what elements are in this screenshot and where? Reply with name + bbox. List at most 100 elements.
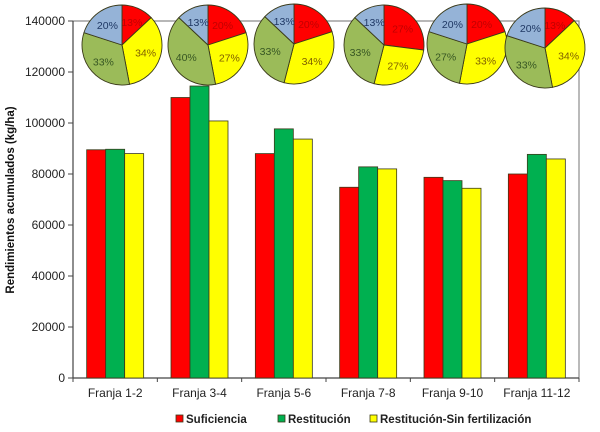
plot-frame	[73, 20, 580, 378]
pie-slice-label: 13%	[274, 16, 295, 28]
pie-slice-label: 13%	[364, 17, 385, 29]
bar	[507, 173, 528, 379]
legend: Suficiencia Restitución Restitución-Sin fe…	[175, 414, 531, 426]
bar	[339, 186, 360, 379]
pie-slice-label: 13%	[544, 20, 565, 32]
pie: 20% 34% 33% 13%	[253, 3, 335, 85]
legend-swatch	[175, 414, 184, 423]
pie-slice-label: 33%	[93, 56, 114, 68]
legend-swatch	[369, 414, 378, 423]
pie: 27% 27% 33% 13%	[343, 4, 425, 86]
pie-slice	[426, 31, 468, 84]
bar	[423, 176, 444, 379]
bar	[170, 97, 191, 379]
pie-slice-label: 20%	[97, 20, 118, 32]
y-tick-label: 120000	[25, 65, 65, 79]
pie-slice-label: 13%	[121, 17, 142, 29]
y-tick-label: 60000	[32, 218, 66, 232]
y-tick-label: 40000	[32, 269, 66, 283]
legend-item: Restitución	[277, 414, 351, 426]
pie-slice	[264, 3, 295, 46]
pie-slice-label: 27%	[435, 52, 456, 64]
pie-slice-label: 13%	[188, 17, 209, 29]
pie-slice	[253, 15, 295, 84]
pie-slice	[504, 35, 554, 89]
pie-slice-label: 34%	[558, 51, 579, 63]
pie-slice	[506, 7, 546, 49]
bar	[273, 128, 294, 379]
bar	[86, 149, 107, 379]
bar	[358, 166, 379, 379]
bar	[377, 168, 398, 379]
legend-swatch	[277, 414, 286, 423]
pie-slice	[544, 19, 586, 88]
y-axis-label: Rendimientos acumulados (kg/ha)	[5, 106, 17, 293]
plot-border	[73, 20, 580, 378]
pie-slice-label: 34%	[135, 48, 156, 60]
x-tick-label: Franja 1-2	[88, 386, 143, 400]
pie: 13% 34% 33% 20%	[504, 7, 586, 89]
pie: 20% 27% 40% 13%	[167, 4, 249, 86]
bar	[105, 148, 126, 379]
pie-slice	[121, 16, 163, 85]
pie-slice	[83, 4, 123, 46]
pie-slice	[383, 4, 425, 51]
bars	[86, 85, 566, 379]
legend-label: Suficiencia	[186, 414, 247, 426]
pie-slice	[354, 4, 385, 47]
legend-item: Suficiencia	[175, 414, 247, 426]
pie-slice-label: 33%	[516, 59, 537, 71]
bar	[461, 187, 482, 379]
pie-slice	[178, 4, 209, 47]
x-tick-label: Franja 11-12	[503, 386, 570, 400]
legend-item: Restitución-Sin fertilización	[369, 414, 531, 426]
bar	[442, 180, 463, 379]
inset-pies: 13%34%33%20% 20%27%40%13% 20%34%33%13%27%2…	[81, 3, 586, 89]
pie-slice	[373, 44, 425, 86]
x-tick-label: Franja 5-6	[256, 386, 311, 400]
pie-slice	[343, 16, 385, 85]
y-tick-label: 0	[58, 371, 65, 385]
pie-slice-label: 20%	[298, 19, 319, 31]
pie: 13% 34% 33% 20%	[81, 4, 163, 86]
pie-slice	[167, 16, 217, 86]
pie-slice-label: 33%	[260, 46, 281, 58]
y-tick-label: 140000	[25, 14, 65, 28]
x-tick-label: Franja 3-4	[172, 386, 227, 400]
bar	[545, 158, 566, 379]
pie: 20% 33% 27% 20%	[426, 3, 508, 85]
pie-slice	[466, 3, 506, 45]
pie-slice	[293, 3, 333, 45]
y-tick-label: 80000	[32, 167, 66, 181]
bar	[124, 153, 145, 379]
bar	[292, 138, 313, 379]
pie-slice-label: 27%	[392, 24, 413, 36]
pie-slice-label: 20%	[471, 19, 492, 31]
bar	[189, 85, 210, 379]
legend-label: Restitución-Sin fertilización	[380, 414, 531, 426]
bar	[254, 153, 275, 379]
pie-slice-label: 27%	[219, 53, 240, 65]
pie-slice	[283, 31, 335, 85]
x-tick-label: Franja 9-10	[422, 386, 484, 400]
legend-label: Restitución	[288, 414, 351, 426]
pie-slice-label: 33%	[350, 47, 371, 59]
y-tick-label: 100000	[25, 116, 65, 130]
bar	[526, 153, 547, 379]
pie-slice-label: 20%	[442, 19, 463, 31]
pie-slice-label: 20%	[212, 20, 233, 32]
pie-slice	[207, 32, 249, 85]
pie-slice-label: 27%	[387, 61, 408, 73]
x-tick-label: Franja 7-8	[341, 386, 396, 400]
pie-slice	[207, 4, 247, 46]
y-tick-label: 20000	[32, 320, 66, 334]
bar	[208, 120, 229, 379]
y-axis: 0 20000 40000 60000 80000 100000 120000 140000	[25, 14, 74, 385]
x-axis: Franja 1-2 Franja 3-4 Franja 5-6 Franja 7-8…	[72, 377, 580, 400]
pie-slice-label: 34%	[302, 56, 323, 68]
pie-slice	[428, 3, 468, 45]
pie-slice-label: 20%	[520, 23, 541, 35]
pie-slice	[81, 32, 131, 86]
pie-slice-label: 33%	[475, 55, 496, 67]
